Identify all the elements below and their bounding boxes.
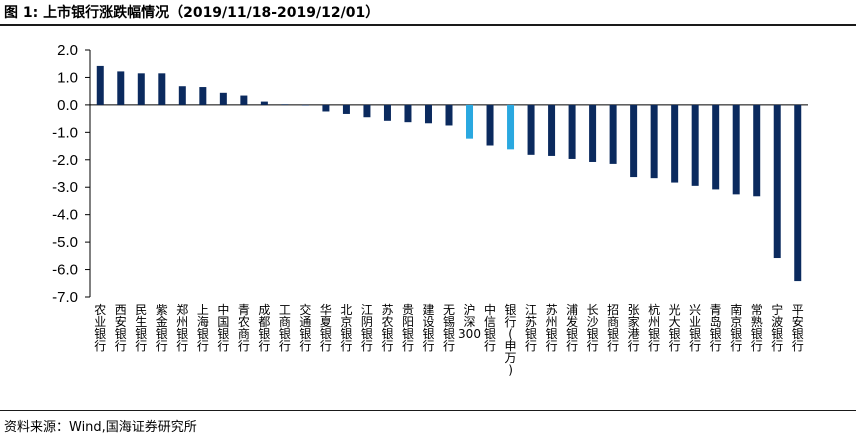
bar <box>712 104 720 190</box>
bar <box>322 104 330 112</box>
x-tick-label: 无锡银行 <box>443 303 455 353</box>
title-rule <box>0 24 856 26</box>
y-tick-label: 2.0 <box>57 42 78 59</box>
bar <box>424 104 432 124</box>
bar <box>773 104 781 259</box>
x-tick-label: 中信银行 <box>484 302 496 353</box>
bar <box>486 104 494 146</box>
y-tick-label: -1.0 <box>52 124 78 141</box>
bar <box>589 104 597 162</box>
x-tick-label: 江阴银行 <box>361 303 373 353</box>
bar <box>732 104 740 195</box>
bar <box>691 104 699 186</box>
x-tick-label: 工商银行 <box>279 303 291 353</box>
y-tick-label: -3.0 <box>52 179 78 196</box>
bar <box>630 104 638 178</box>
x-tick-label: 苏农银行 <box>381 303 393 353</box>
x-tick-label: 中国银行 <box>217 302 229 353</box>
bar <box>342 104 350 114</box>
bar <box>568 104 576 159</box>
bar <box>753 104 761 197</box>
bar <box>219 92 227 105</box>
x-tick-label: 建设银行 <box>422 303 434 353</box>
x-tick-label: 张家港行 <box>628 303 640 353</box>
y-tick-label: -6.0 <box>52 262 78 279</box>
bar <box>178 86 186 105</box>
bar <box>445 104 453 126</box>
x-tick-label: 民生银行 <box>135 303 147 353</box>
x-tick-label: 沪深 300 <box>458 303 481 341</box>
x-tick-label: 杭州银行 <box>648 302 660 353</box>
bar <box>466 104 474 139</box>
bar <box>383 104 391 121</box>
source-rule <box>0 410 856 411</box>
source-note: 资料来源：Wind,国海证券研究所 <box>4 420 197 435</box>
x-tick-label: 贵阳银行 <box>402 303 414 353</box>
bar <box>117 71 125 105</box>
bar <box>199 87 207 105</box>
bar <box>96 65 104 105</box>
x-tick-label: 青岛银行 <box>710 303 722 353</box>
y-tick-label: -5.0 <box>52 234 78 251</box>
x-tick-label: 平安银行 <box>792 303 804 353</box>
bar <box>404 104 412 123</box>
bar <box>281 104 289 105</box>
x-tick-label: 苏州银行 <box>546 303 558 353</box>
bar <box>548 104 556 156</box>
bar <box>650 104 658 179</box>
x-tick-label: 银行(申万) <box>505 303 517 377</box>
bar <box>527 104 535 155</box>
bar <box>137 73 145 105</box>
x-tick-label: 宁波银行 <box>771 302 783 353</box>
x-tick-label: 南京银行 <box>730 302 742 353</box>
figure-title: 图 1: 上市银行涨跌幅情况（2019/11/18-2019/12/01） <box>4 5 380 21</box>
bar <box>158 73 166 105</box>
x-tick-label: 青农商行 <box>238 303 250 353</box>
bar <box>260 101 268 105</box>
y-tick-label: 1.0 <box>57 69 78 86</box>
bar <box>240 95 248 105</box>
bar <box>609 104 617 164</box>
bar <box>794 104 802 282</box>
x-tick-label: 兴业银行 <box>689 303 701 353</box>
x-tick-label: 北京银行 <box>340 303 352 353</box>
y-tick-label: -2.0 <box>52 152 78 169</box>
x-tick-label: 紫金银行 <box>156 303 168 353</box>
x-tick-label: 农业银行 <box>94 303 106 353</box>
x-tick-label: 招商银行 <box>607 303 619 353</box>
x-tick-label: 成都银行 <box>258 303 270 353</box>
x-tick-label: 长沙银行 <box>587 303 599 353</box>
x-tick-label: 郑州银行 <box>176 302 188 353</box>
x-tick-label: 交通银行 <box>299 302 311 353</box>
bar <box>507 104 515 150</box>
x-tick-label: 西安银行 <box>115 303 127 353</box>
bar <box>363 104 371 118</box>
x-tick-label: 常熟银行 <box>751 303 763 353</box>
y-tick-label: -4.0 <box>52 207 78 224</box>
bar <box>301 104 309 106</box>
y-tick-label: 0.0 <box>57 97 78 114</box>
x-tick-label: 光大银行 <box>669 303 681 353</box>
x-tick-label: 上海银行 <box>197 303 209 353</box>
y-tick-label: -7.0 <box>52 289 78 306</box>
x-tick-label: 江苏银行 <box>525 303 537 353</box>
x-tick-label: 华夏银行 <box>320 303 332 353</box>
bar <box>671 104 679 183</box>
x-tick-label: 浦发银行 <box>566 303 578 353</box>
